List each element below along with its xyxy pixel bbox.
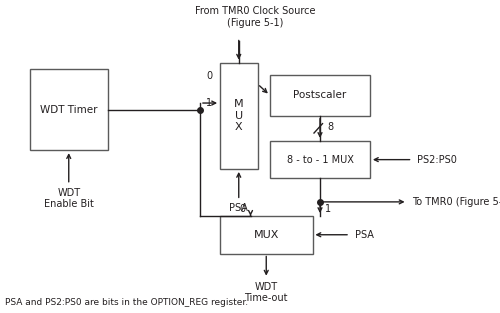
Text: WDT Timer: WDT Timer xyxy=(40,105,98,115)
Text: WDT
Time-out: WDT Time-out xyxy=(244,282,288,303)
Bar xyxy=(270,75,370,116)
Bar xyxy=(220,63,258,169)
Text: 1: 1 xyxy=(325,204,331,214)
Text: PSA: PSA xyxy=(355,230,374,240)
Text: 8: 8 xyxy=(328,122,334,132)
Text: PSA and PS2:PS0 are bits in the OPTION_REG register.: PSA and PS2:PS0 are bits in the OPTION_R… xyxy=(5,298,248,307)
Text: 0: 0 xyxy=(240,204,246,214)
Text: PS2:PS0: PS2:PS0 xyxy=(418,155,458,165)
Text: 8 - to - 1 MUX: 8 - to - 1 MUX xyxy=(286,155,354,165)
Text: PSA: PSA xyxy=(230,203,248,213)
Text: From TMR0 Clock Source
(Figure 5-1): From TMR0 Clock Source (Figure 5-1) xyxy=(195,6,316,28)
Bar xyxy=(270,141,370,178)
Text: 1: 1 xyxy=(206,98,212,108)
Bar xyxy=(220,216,312,254)
Text: M
U
X: M U X xyxy=(234,99,243,132)
Text: 0: 0 xyxy=(206,71,212,81)
Text: MUX: MUX xyxy=(254,230,279,240)
Text: WDT
Enable Bit: WDT Enable Bit xyxy=(44,188,94,209)
Text: To TMR0 (Figure 5-1): To TMR0 (Figure 5-1) xyxy=(412,197,500,207)
Text: Postscaler: Postscaler xyxy=(294,90,346,100)
Bar xyxy=(30,69,108,150)
